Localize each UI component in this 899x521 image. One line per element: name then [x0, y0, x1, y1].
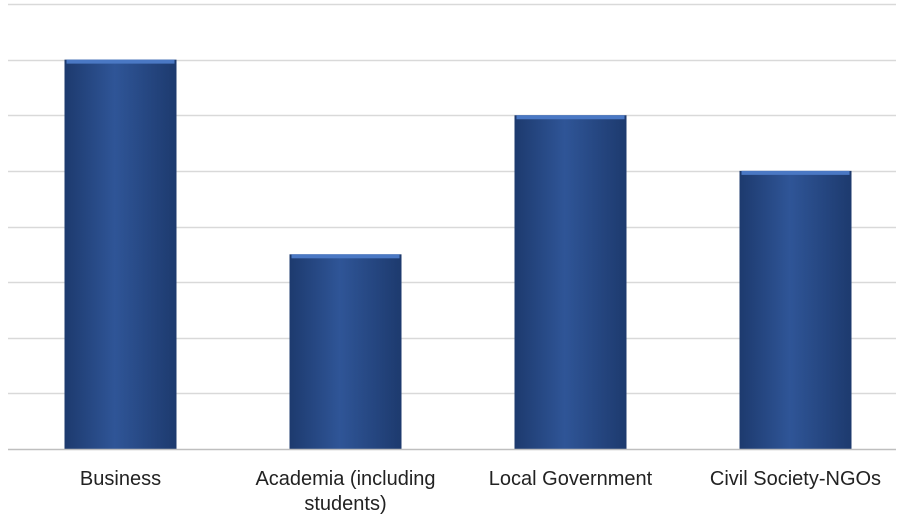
x-tick-label-civil-society: Civil Society-NGOs — [709, 468, 882, 490]
bar-body — [64, 59, 177, 449]
bar-top-highlight — [291, 254, 400, 259]
x-tick-label-business: Business — [79, 468, 162, 490]
bar-top-highlight — [66, 59, 175, 64]
bar-3 — [739, 170, 852, 449]
bar-2 — [514, 115, 627, 449]
bar-top-highlight — [516, 115, 625, 120]
bar-body — [514, 115, 627, 449]
bar-1 — [289, 254, 402, 449]
bar-body — [739, 170, 852, 449]
bars — [64, 59, 852, 449]
x-tick-label-local-government: Local Government — [488, 468, 653, 490]
bar-top-highlight — [741, 170, 850, 175]
bar-body — [289, 254, 402, 449]
bar-0 — [64, 59, 177, 449]
x-tick-label-academia: Academia (including students) — [255, 468, 436, 515]
